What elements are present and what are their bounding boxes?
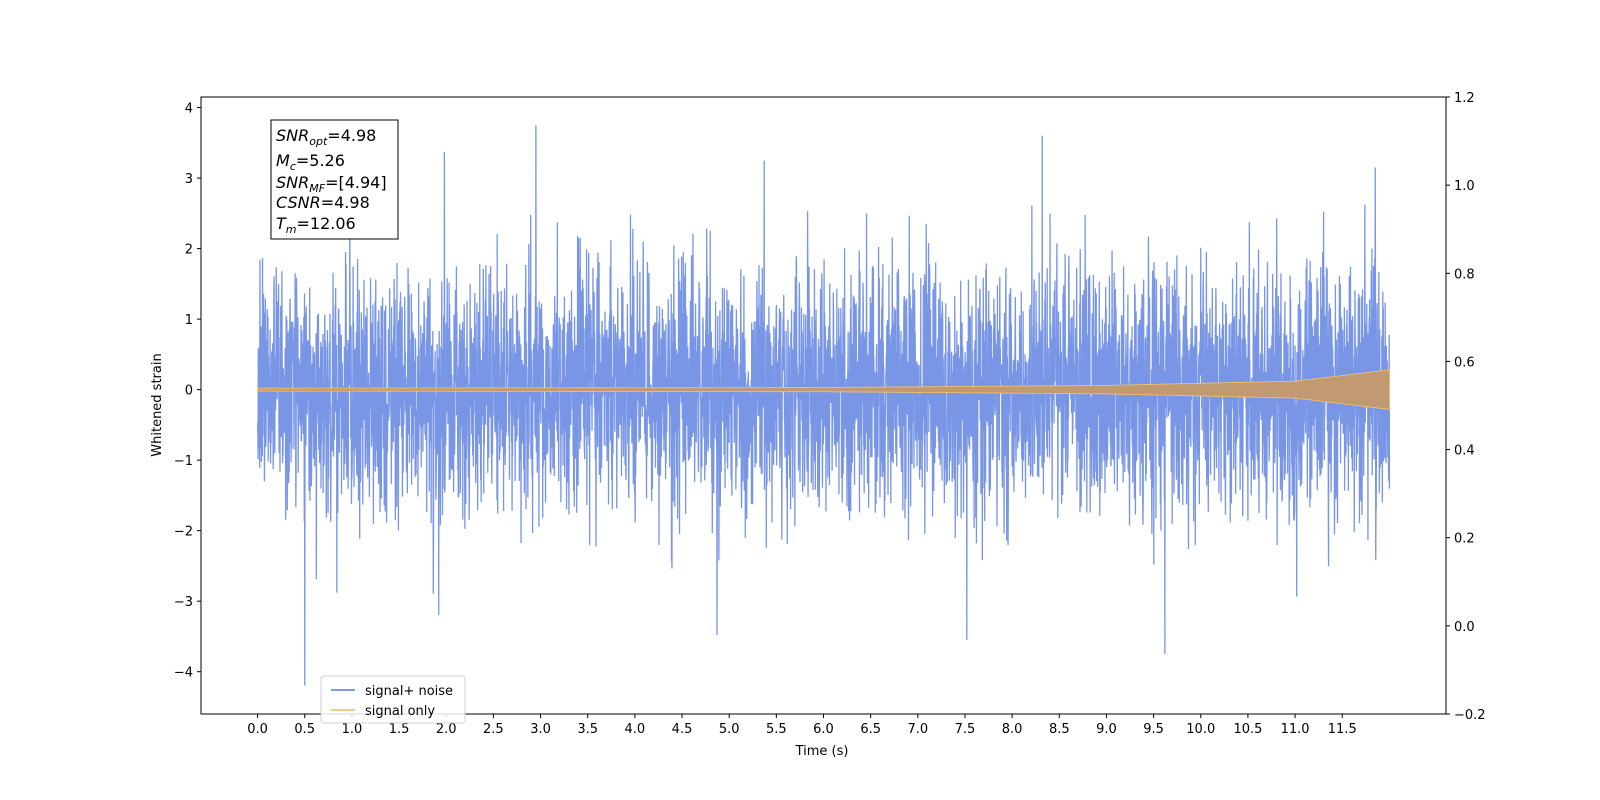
x-tick-label: 3.5: [577, 722, 598, 737]
y-right-tick-label: 0.4: [1454, 444, 1475, 459]
series-line-signal-noise: [256, 125, 1391, 686]
annotation-line: SNRopt=4.98: [276, 126, 376, 148]
legend-label: signal+ noise: [365, 684, 453, 699]
x-tick-label: 7.5: [955, 722, 976, 737]
y-tick-label: −4: [174, 666, 193, 681]
x-tick-label: 10.5: [1233, 722, 1262, 737]
x-tick-label: 4.5: [672, 722, 693, 737]
y-right-tick-label: 1.0: [1454, 179, 1475, 194]
x-tick-label: 9.5: [1143, 722, 1164, 737]
series-line-signal-only: [257, 369, 1390, 410]
y-tick-label: −3: [174, 595, 193, 610]
annotation-line: SNRMF=[4.94]: [276, 173, 387, 195]
x-tick-label: 11.0: [1281, 722, 1310, 737]
x-tick-label: 5.0: [719, 722, 740, 737]
y-tick-label: −2: [174, 525, 193, 540]
y-tick-label: −1: [174, 454, 193, 469]
y-right-tick-label: 0.0: [1454, 620, 1475, 635]
y-tick-label: 3: [185, 172, 193, 187]
legend: [320, 675, 466, 724]
x-tick-label: 1.0: [342, 722, 363, 737]
x-tick-label: 2.5: [483, 722, 504, 737]
x-tick-label: 3.0: [530, 722, 551, 737]
x-tick-label: 9.0: [1096, 722, 1117, 737]
x-tick-label: 6.0: [813, 722, 834, 737]
x-tick-label: 0.5: [294, 722, 315, 737]
x-tick-label: 8.0: [1002, 722, 1023, 737]
annotation-line: Mc=5.26: [276, 151, 345, 173]
annotation-box: [270, 119, 399, 240]
x-tick-label: 8.5: [1049, 722, 1070, 737]
x-tick-label: 5.5: [766, 722, 787, 737]
y-tick-label: 0: [185, 384, 193, 399]
x-tick-label: 7.0: [907, 722, 928, 737]
x-tick-label: 10.0: [1186, 722, 1215, 737]
x-tick-label: 0.0: [247, 722, 268, 737]
y-right-tick-label: 0.2: [1454, 532, 1475, 547]
x-axis-label: Time (s): [795, 744, 849, 759]
x-tick-label: 4.0: [625, 722, 646, 737]
y-tick-label: 4: [185, 102, 193, 117]
y-right-tick-label: 0.6: [1454, 355, 1475, 370]
y-tick-label: 2: [185, 243, 193, 258]
y-tick-label: 1: [185, 313, 193, 328]
legend-label: signal only: [365, 704, 435, 719]
x-tick-label: 2.0: [436, 722, 457, 737]
x-tick-label: 11.5: [1328, 722, 1357, 737]
y-right-tick-label: −0.2: [1454, 708, 1486, 723]
y-right-tick-label: 0.8: [1454, 267, 1475, 282]
x-tick-label: 6.5: [860, 722, 881, 737]
y-axis-label: Whitened strain: [150, 353, 165, 456]
annotation-line: CSNR=4.98: [276, 193, 370, 212]
annotation-line: Tm=12.06: [276, 214, 356, 236]
x-tick-label: 1.5: [389, 722, 410, 737]
y-right-tick-label: 1.2: [1454, 91, 1475, 106]
